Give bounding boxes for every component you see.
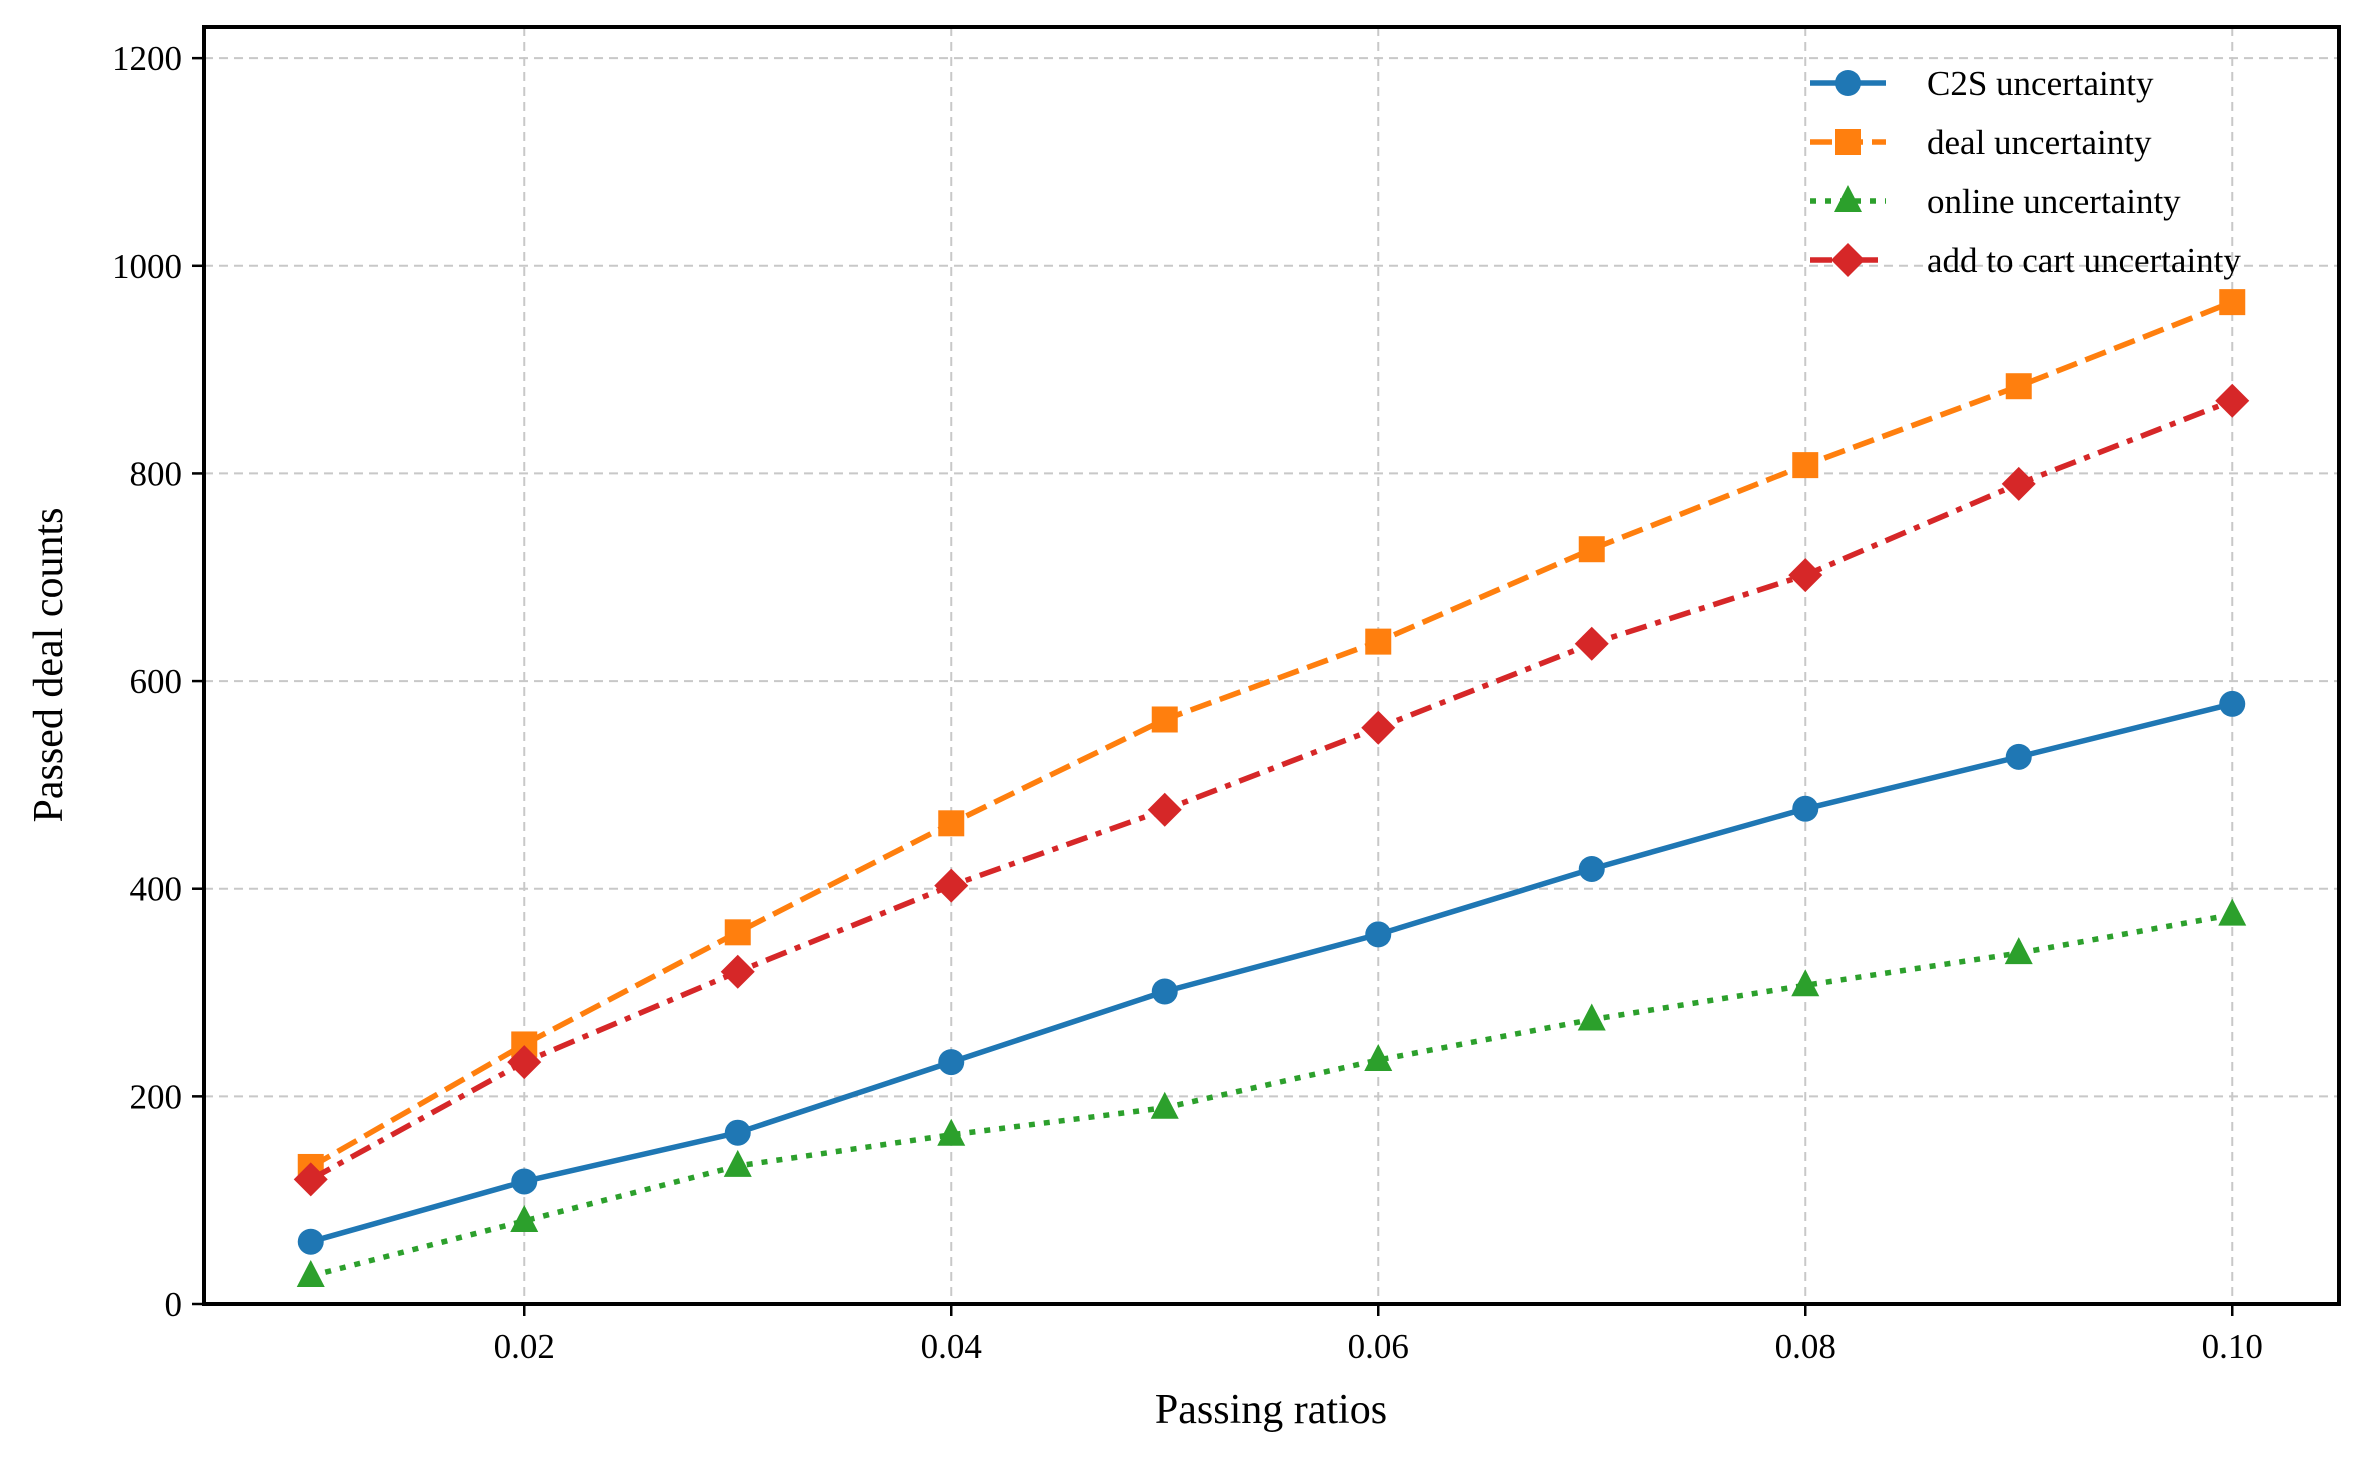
data-point xyxy=(720,954,755,989)
data-point xyxy=(1151,978,1178,1005)
series-deal-uncertainty xyxy=(297,289,2246,1180)
data-point xyxy=(724,919,751,946)
data-point xyxy=(1792,452,1819,479)
legend-marker xyxy=(1835,70,1861,96)
y-tick-label: 1200 xyxy=(112,39,182,78)
data-point xyxy=(1364,1044,1393,1072)
data-point xyxy=(724,1119,751,1146)
data-point xyxy=(1151,706,1178,733)
data-point xyxy=(937,1118,966,1146)
series-line xyxy=(310,701,2233,1245)
data-point xyxy=(938,810,965,837)
data-point xyxy=(2218,898,2247,926)
data-point xyxy=(511,1168,538,1195)
legend-item-c2s-uncertainty: C2S uncertainty xyxy=(1810,64,2154,103)
legend-marker xyxy=(1834,185,1862,212)
x-axis-title: Passing ratios xyxy=(1155,1387,1387,1433)
data-point xyxy=(1578,855,1605,882)
data-point xyxy=(1147,792,1182,827)
data-point xyxy=(2219,289,2246,316)
data-point xyxy=(2005,743,2032,770)
y-tick-label: 1000 xyxy=(112,247,182,286)
legend-item-online-uncertainty: online uncertainty xyxy=(1810,182,2181,221)
legend-label: add to cart uncertainty xyxy=(1927,241,2241,280)
data-point xyxy=(1792,795,1819,822)
x-tick-label: 0.04 xyxy=(921,1327,982,1366)
data-point xyxy=(1361,710,1396,745)
data-point xyxy=(1574,626,1609,661)
series-c2s-uncertainty xyxy=(297,690,2246,1255)
series-line xyxy=(309,299,2234,1170)
data-point xyxy=(1577,1003,1606,1031)
legend-item-deal-uncertainty: deal uncertainty xyxy=(1810,123,2152,162)
data-point xyxy=(293,1162,328,1197)
data-point xyxy=(723,1149,752,1177)
data-point xyxy=(507,1045,542,1080)
x-tick-label: 0.06 xyxy=(1348,1327,1409,1366)
data-point xyxy=(297,1228,324,1255)
legend-marker xyxy=(1835,129,1861,155)
data-point xyxy=(1365,921,1392,948)
data-point xyxy=(2219,690,2246,717)
data-point xyxy=(2005,373,2032,400)
data-point xyxy=(296,1259,325,1287)
data-point xyxy=(2001,466,2036,501)
series-line xyxy=(310,911,2233,1279)
legend: C2S uncertainty deal uncertainty online un… xyxy=(1810,64,2241,280)
data-point xyxy=(510,1204,539,1232)
series-line xyxy=(309,398,2234,1182)
data-point xyxy=(2004,937,2033,965)
ticks-layer: 0.02 0.04 0.06 0.08 0.10 0 200 400 600 800 1000 120… xyxy=(112,39,2263,1366)
data-point xyxy=(934,868,969,903)
data-point xyxy=(1788,558,1823,593)
series-layer xyxy=(293,289,2250,1287)
data-point xyxy=(1150,1091,1179,1119)
data-point xyxy=(1365,628,1392,655)
data-point xyxy=(1578,536,1605,563)
y-tick-label: 400 xyxy=(130,870,183,909)
x-tick-label: 0.08 xyxy=(1775,1327,1836,1366)
y-tick-label: 0 xyxy=(165,1285,183,1324)
legend-marker xyxy=(1831,243,1865,277)
y-tick-label: 600 xyxy=(130,662,183,701)
x-tick-label: 0.10 xyxy=(2202,1327,2263,1366)
data-point xyxy=(2215,383,2250,418)
legend-label: online uncertainty xyxy=(1927,182,2181,221)
legend-label: deal uncertainty xyxy=(1927,123,2152,162)
legend-item-add-to-cart-uncertainty: add to cart uncertainty xyxy=(1810,241,2241,280)
y-axis-title: Passed deal counts xyxy=(26,508,72,823)
plot-frame xyxy=(202,25,2341,1306)
x-tick-label: 0.02 xyxy=(494,1327,555,1366)
series-add-to-cart-uncertainty xyxy=(293,383,2250,1197)
data-point xyxy=(1791,969,1820,997)
y-tick-label: 800 xyxy=(130,454,183,493)
legend-label: C2S uncertainty xyxy=(1927,64,2154,103)
y-tick-label: 200 xyxy=(130,1077,183,1116)
data-point xyxy=(938,1049,965,1076)
series-online-uncertainty xyxy=(296,898,2247,1287)
